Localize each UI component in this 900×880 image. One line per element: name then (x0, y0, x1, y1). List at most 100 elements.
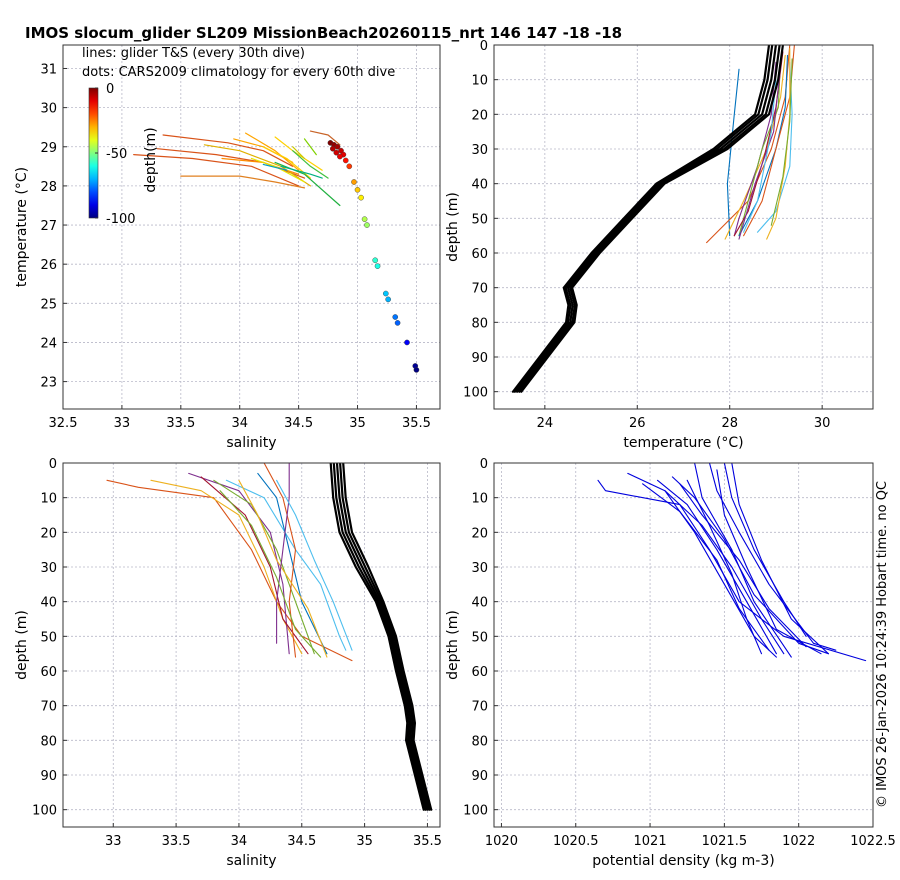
dens-profile-line-9 (664, 490, 777, 658)
dens-ytick-label: 10 (471, 492, 488, 507)
sal-ytick-label: 0 (49, 457, 57, 472)
sal-glider-line-0 (106, 479, 353, 662)
temp-xtick-label: 28 (721, 416, 738, 431)
colorbar-label: depth(m) (143, 127, 159, 192)
temp-glider-line-11 (770, 58, 793, 226)
ts-ytick-label: 30 (40, 102, 57, 117)
temp-ticks: 24 26 28 30 0 10 20 30 40 50 60 70 80 90 100 (463, 39, 830, 431)
sal-xtick-label: 34.5 (287, 834, 316, 849)
temp-glider-line-0 (726, 68, 740, 237)
sal-ytick-label: 20 (40, 526, 57, 541)
dens-ytick-label: 0 (480, 457, 488, 472)
temp-glider-line-4 (738, 58, 782, 237)
sal-ytick-label: 10 (40, 492, 57, 507)
ts-plot-area (133, 130, 420, 373)
sal-ytick-label: 100 (32, 804, 57, 819)
ts-climatology-dot-8 (342, 157, 349, 164)
temp-glider-line-5 (756, 61, 793, 233)
temp-plot-area (511, 45, 795, 393)
colorbar: 0 -50 -100 depth(m) (88, 82, 159, 227)
dens-ytick-label: 70 (471, 700, 488, 715)
dens-ytick-label: 40 (471, 596, 488, 611)
temp-climatology-line-0 (511, 45, 771, 393)
temp-ytick-label: 30 (471, 143, 488, 158)
dens-ytick-label: 90 (471, 769, 488, 784)
sal-glider-line-6 (257, 472, 328, 655)
sal-ytick-label: 40 (40, 596, 57, 611)
temp-y-axis-label: depth (m) (445, 192, 461, 262)
ts-glider-line-6 (245, 132, 300, 171)
dens-xtick-label: 1021.5 (702, 834, 748, 849)
ts-ytick-label: 26 (40, 258, 57, 273)
sal-ytick-label: 90 (40, 769, 57, 784)
ts-ticks: 32.5 33 33.5 34 34.5 35 35.5 23 24 25 26 27 28 29 30 31 (40, 62, 430, 431)
sal-x-axis-label: salinity (226, 853, 276, 869)
sal-grid (63, 462, 440, 827)
sal-ytick-label: 80 (40, 734, 57, 749)
temp-glider-line-10 (738, 65, 782, 240)
sal-climatology-line-0 (329, 463, 425, 811)
ts-climatology-dot-7 (337, 153, 343, 160)
ts-climatology-dot-23 (413, 367, 420, 373)
ts-xtick-label: 35 (349, 416, 366, 431)
ts-climatology-dot-16 (374, 263, 381, 269)
ts-climatology-dot-19 (392, 314, 399, 320)
dens-ytick-label: 60 (471, 665, 488, 680)
dens-ytick-label: 80 (471, 734, 488, 749)
temp-xtick-label: 24 (537, 416, 554, 431)
credit-text: © IMOS 26-Jan-2026 10:24:39 Hobart time.… (875, 481, 890, 808)
temp-ytick-label: 60 (471, 247, 488, 262)
ts-glider-line-12 (303, 138, 317, 156)
ts-ytick-label: 23 (40, 376, 57, 391)
sal-glider-line-4 (225, 479, 347, 651)
ts-glider-line-15 (280, 165, 323, 179)
sal-ytick-label: 60 (40, 665, 57, 680)
sal-plot-area (106, 463, 433, 811)
dens-profile-line-5 (694, 463, 792, 658)
sal-glider-line-8 (238, 479, 328, 658)
dens-xtick-label: 1020.5 (553, 834, 599, 849)
dens-profile-line-0 (597, 479, 867, 662)
temp-ytick-label: 0 (480, 39, 488, 54)
temp-climatology-line-4 (520, 45, 785, 393)
sal-xtick-label: 33.5 (162, 834, 191, 849)
colorbar-tick-label: -50 (106, 147, 127, 162)
ts-ytick-label: 28 (40, 180, 57, 195)
ts-xtick-label: 32.5 (49, 416, 78, 431)
ts-climatology-dot-3 (329, 145, 336, 152)
ts-ytick-label: 29 (40, 141, 57, 156)
sal-glider-line-2 (188, 472, 290, 655)
dens-axes-frame (493, 462, 874, 828)
sal-glider-line-3 (213, 479, 315, 655)
ts-climatology-dot-10 (351, 179, 357, 185)
ts-climatology-dot-13 (361, 216, 368, 222)
sal-climatology-line-1 (332, 463, 427, 811)
ts-x-axis-label: salinity (226, 435, 276, 451)
colorbar-tick-label: -100 (106, 212, 136, 227)
temp-ytick-label: 10 (471, 74, 488, 89)
dens-profile-line-8 (723, 463, 807, 637)
dens-y-axis-label: depth (m) (445, 610, 461, 680)
ts-xtick-label: 33 (114, 416, 131, 431)
ts-glider-line-14 (274, 161, 341, 207)
ts-climatology-dot-2 (334, 143, 341, 150)
sal-ytick-label: 30 (40, 561, 57, 576)
dens-ytick-label: 100 (463, 804, 488, 819)
ts-diagram-panel: 32.5 33 33.5 34 34.5 35 35.5 23 24 25 26 27 28 29 30 31… (14, 44, 441, 451)
sal-glider-line-9 (276, 463, 290, 644)
ts-glider-line-7 (203, 144, 311, 187)
sal-glider-line-10 (219, 490, 322, 658)
ts-climatology-dot-11 (354, 187, 361, 193)
ts-glider-line-11 (292, 146, 306, 160)
sal-xtick-label: 34 (231, 834, 248, 849)
dens-ytick-label: 50 (471, 630, 488, 645)
ts-climatology-dot-17 (383, 290, 389, 297)
colorbar-tick-label: 0 (106, 82, 114, 97)
ts-glider-line-2 (133, 154, 300, 187)
ts-climatology-dot-18 (385, 296, 391, 303)
sal-climatology-line-4 (342, 463, 433, 811)
dens-profile-line-4 (679, 483, 807, 648)
ts-ytick-label: 24 (40, 336, 57, 351)
ts-climatology-dot-14 (364, 222, 370, 228)
dens-x-axis-label: potential density (kg m-3) (592, 853, 774, 869)
